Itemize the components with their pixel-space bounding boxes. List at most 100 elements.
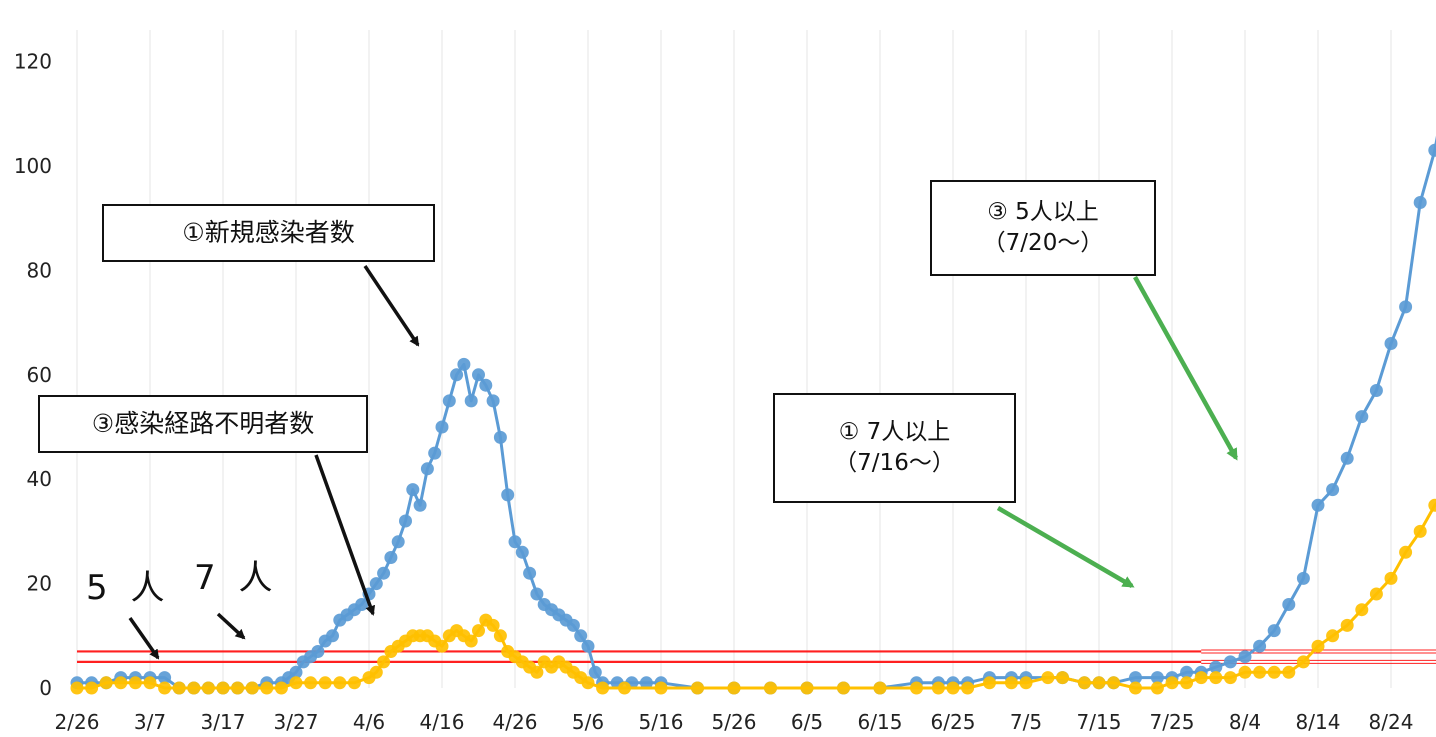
data-point-new: [508, 535, 522, 549]
data-point-new: [523, 566, 537, 580]
arrow-unknown-route: [314, 454, 376, 616]
y-tick-label: 100: [14, 154, 52, 178]
data-point-new: [1223, 655, 1237, 669]
data-point-unknown: [289, 676, 303, 690]
data-point-unknown: [1129, 681, 1142, 695]
data-point-new: [1384, 337, 1398, 350]
callout-criterion-3: ③ 5人以上 （7/20～）: [930, 180, 1156, 276]
data-point-new: [420, 462, 434, 476]
data-point-unknown: [1267, 665, 1281, 679]
data-point-unknown: [1056, 671, 1069, 685]
data-point-unknown: [910, 681, 923, 695]
data-point-new: [1180, 665, 1194, 679]
y-tick-label: 40: [27, 467, 52, 491]
data-point-unknown: [1253, 665, 1267, 679]
data-point-unknown: [143, 676, 157, 690]
data-point-unknown: [99, 676, 113, 690]
data-point-unknown: [1165, 676, 1179, 690]
data-point-unknown: [618, 681, 631, 695]
data-point-unknown: [333, 676, 347, 690]
callout-new-cases: ①新規感染者数: [102, 204, 435, 262]
grid-lines: [76, 30, 1392, 688]
data-point-unknown: [187, 681, 201, 695]
x-tick-label: 8/14: [1296, 710, 1341, 734]
threshold-label-5: 5 人: [86, 568, 171, 608]
data-point-unknown: [85, 681, 99, 695]
data-point-new: [1340, 451, 1354, 465]
x-tick-label: 3/27: [274, 710, 319, 734]
callout-new-cases-text: ①新規感染者数: [182, 218, 355, 248]
data-point-unknown: [946, 681, 960, 695]
callout-criterion-3-line1: ③ 5人以上: [987, 198, 1099, 225]
data-point-unknown: [231, 681, 245, 695]
data-point-new: [158, 671, 172, 685]
data-point-unknown: [1238, 665, 1252, 679]
data-point-unknown: [493, 629, 507, 643]
data-point-new: [1150, 671, 1164, 685]
data-point-unknown: [1384, 571, 1398, 585]
data-point-unknown: [1355, 603, 1369, 617]
series-lines: [70, 135, 1436, 695]
data-point-new: [355, 598, 369, 611]
data-point-unknown: [983, 676, 996, 690]
data-point-unknown: [1019, 676, 1033, 690]
data-point-unknown: [931, 681, 945, 695]
data-point-new: [515, 545, 529, 559]
threshold-lines: [77, 649, 1436, 664]
data-point-new: [377, 566, 391, 580]
x-axis-ticks: 2/26 3/7 3/17 3/27 4/6 4/16 4/26 5/6 5/16 5/26 6/5…: [55, 710, 1414, 734]
x-tick-label: 8/4: [1229, 710, 1261, 734]
data-point-new: [486, 394, 500, 408]
arrow-criterion-1: [996, 506, 1135, 588]
data-point-unknown: [1004, 676, 1018, 690]
data-point-unknown: [260, 681, 274, 695]
data-point-new: [1296, 571, 1310, 585]
data-point-new: [399, 514, 412, 528]
y-tick-label: 80: [27, 258, 52, 282]
data-point-unknown: [114, 676, 128, 690]
data-point-new: [413, 498, 427, 512]
data-point-new: [369, 577, 383, 591]
data-point-new: [472, 368, 485, 382]
data-point-new: [1129, 671, 1142, 685]
data-point-unknown: [486, 618, 500, 632]
x-tick-label: 3/17: [201, 710, 246, 734]
data-point-unknown: [1209, 671, 1223, 685]
data-point-new: [479, 378, 493, 392]
data-point-new: [289, 665, 303, 679]
arrow-threshold-5: [128, 616, 160, 660]
y-tick-label: 0: [39, 676, 52, 700]
data-point-unknown: [764, 681, 777, 695]
y-tick-label: 120: [14, 50, 52, 74]
data-point-unknown: [128, 676, 142, 690]
x-tick-label: 6/15: [858, 710, 903, 734]
x-tick-label: 7/15: [1077, 710, 1122, 734]
data-point-new: [581, 639, 595, 653]
x-tick-label: 7/25: [1150, 710, 1195, 734]
data-point-new: [428, 446, 442, 460]
data-point-unknown: [1296, 655, 1310, 669]
series-line-new: [77, 135, 1436, 690]
arrow-criterion-3: [1133, 275, 1238, 461]
data-point-unknown: [216, 681, 230, 695]
data-point-new: [450, 368, 464, 382]
data-point-unknown: [1428, 498, 1436, 512]
data-point-unknown: [172, 681, 186, 695]
x-tick-label: 6/5: [791, 710, 823, 734]
callout-unknown-route-text: ③感染経路不明者数: [91, 409, 315, 439]
data-point-unknown: [873, 681, 887, 695]
data-point-unknown: [245, 681, 259, 695]
data-point-unknown: [377, 655, 391, 669]
data-point-new: [1326, 483, 1340, 497]
data-point-unknown: [201, 681, 215, 695]
arrow-new-cases: [363, 265, 420, 347]
data-point-new: [1267, 624, 1281, 638]
annotation-arrows: [128, 265, 1238, 660]
data-point-unknown: [1369, 587, 1383, 601]
callout-criterion-3-line2: （7/20～）: [982, 230, 1104, 256]
y-tick-label: 20: [27, 572, 52, 596]
data-point-new: [1253, 639, 1267, 653]
data-point-unknown: [369, 665, 383, 679]
data-point-unknown: [70, 681, 84, 695]
x-tick-label: 4/6: [353, 710, 385, 734]
